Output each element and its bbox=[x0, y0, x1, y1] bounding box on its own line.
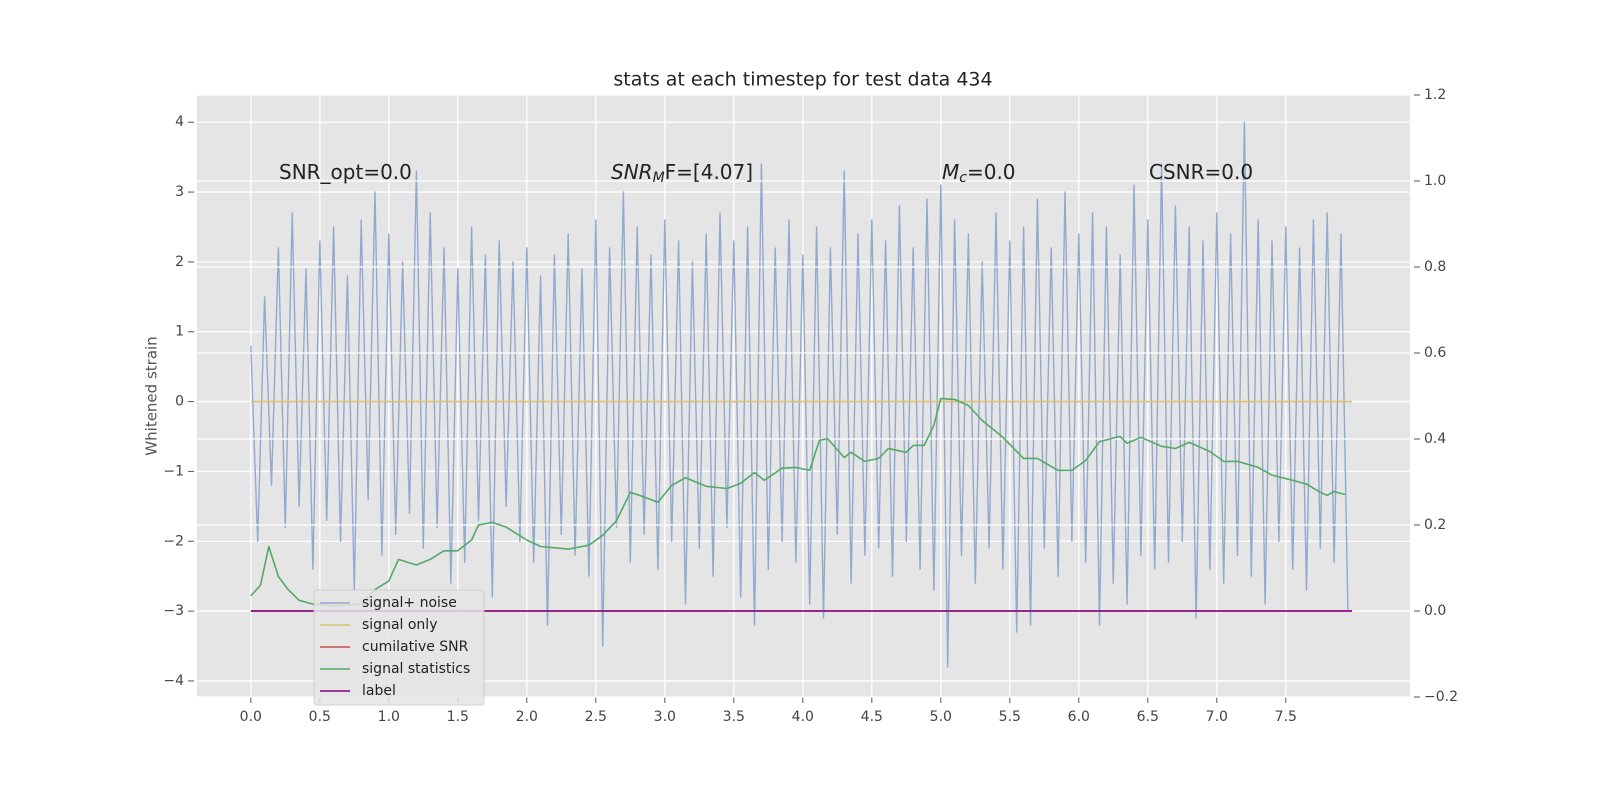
legend-label: cumilative SNR bbox=[362, 639, 469, 655]
chart-title: stats at each timestep for test data 434 bbox=[613, 69, 992, 91]
y2-tick-label: 0.4 bbox=[1424, 431, 1446, 447]
y2-tick-label: −0.2 bbox=[1424, 689, 1458, 705]
legend-box bbox=[313, 589, 485, 706]
annotation: Mc=0.0 bbox=[942, 160, 1016, 187]
x-tick-label: 5.0 bbox=[930, 709, 952, 725]
annotation: SNRMF=[4.07] bbox=[611, 160, 753, 187]
legend-label: label bbox=[362, 683, 396, 699]
x-tick-label: 4.0 bbox=[792, 709, 814, 725]
y-tick-label: −2 bbox=[163, 533, 184, 549]
x-tick-label: 1.5 bbox=[447, 709, 469, 725]
lines bbox=[250, 121, 1349, 668]
y-tick-label: 1 bbox=[175, 324, 184, 340]
legend-label: signal only bbox=[362, 617, 437, 633]
annotation-part: =0.0 bbox=[967, 160, 1016, 184]
annotation-part: CSNR=0.0 bbox=[1149, 160, 1253, 184]
y-axis-label: Whitened strain bbox=[143, 336, 161, 455]
y-tick-label: −3 bbox=[163, 603, 184, 619]
annotation-part: M bbox=[653, 170, 665, 186]
x-tick-label: 4.5 bbox=[861, 709, 883, 725]
annotation: SNR_opt=0.0 bbox=[279, 160, 412, 184]
annotation-part: F=[4.07] bbox=[665, 160, 753, 184]
y2-tick-label: 0.2 bbox=[1424, 517, 1446, 533]
y-tick-label: 4 bbox=[175, 114, 184, 130]
annotation-part: c bbox=[959, 170, 967, 186]
x-tick-label: 3.0 bbox=[654, 709, 676, 725]
y-tick-label: 0 bbox=[175, 394, 184, 410]
y2-tick-label: 1.0 bbox=[1424, 173, 1446, 189]
x-tick-label: 3.5 bbox=[723, 709, 745, 725]
series-line bbox=[250, 121, 1349, 668]
y2-tick-label: 0.8 bbox=[1424, 259, 1446, 275]
annotation-part: M bbox=[942, 160, 959, 184]
legend: signal+ noise signal only cumilative SNR si… bbox=[313, 589, 485, 706]
y-tick-label: −1 bbox=[163, 463, 184, 479]
x-tick-label: 2.5 bbox=[585, 709, 607, 725]
y-tick-label: 3 bbox=[175, 184, 184, 200]
x-tick-label: 5.5 bbox=[999, 709, 1021, 725]
y2-tick-label: 0.0 bbox=[1424, 603, 1446, 619]
y2-tick-label: 0.6 bbox=[1424, 345, 1446, 361]
series-line bbox=[250, 397, 1346, 607]
x-tick-label: 2.0 bbox=[516, 709, 538, 725]
x-tick-label: 1.0 bbox=[378, 709, 400, 725]
x-tick-label: 7.0 bbox=[1206, 709, 1228, 725]
legend-label: signal statistics bbox=[362, 661, 470, 677]
y-tick-label: 2 bbox=[175, 254, 184, 270]
y-tick-label: −4 bbox=[163, 673, 184, 689]
x-tick-label: 0.5 bbox=[309, 709, 331, 725]
annotation-part: SNR_opt=0.0 bbox=[279, 160, 412, 184]
x-tick-label: 6.0 bbox=[1068, 709, 1090, 725]
legend-label: signal+ noise bbox=[362, 595, 457, 611]
annotation-part: SNR bbox=[611, 160, 653, 184]
x-tick-label: 0.0 bbox=[240, 709, 262, 725]
x-tick-label: 7.5 bbox=[1275, 709, 1297, 725]
y2-tick-label: 1.2 bbox=[1424, 87, 1446, 103]
x-tick-label: 6.5 bbox=[1137, 709, 1159, 725]
annotation: CSNR=0.0 bbox=[1149, 160, 1253, 184]
